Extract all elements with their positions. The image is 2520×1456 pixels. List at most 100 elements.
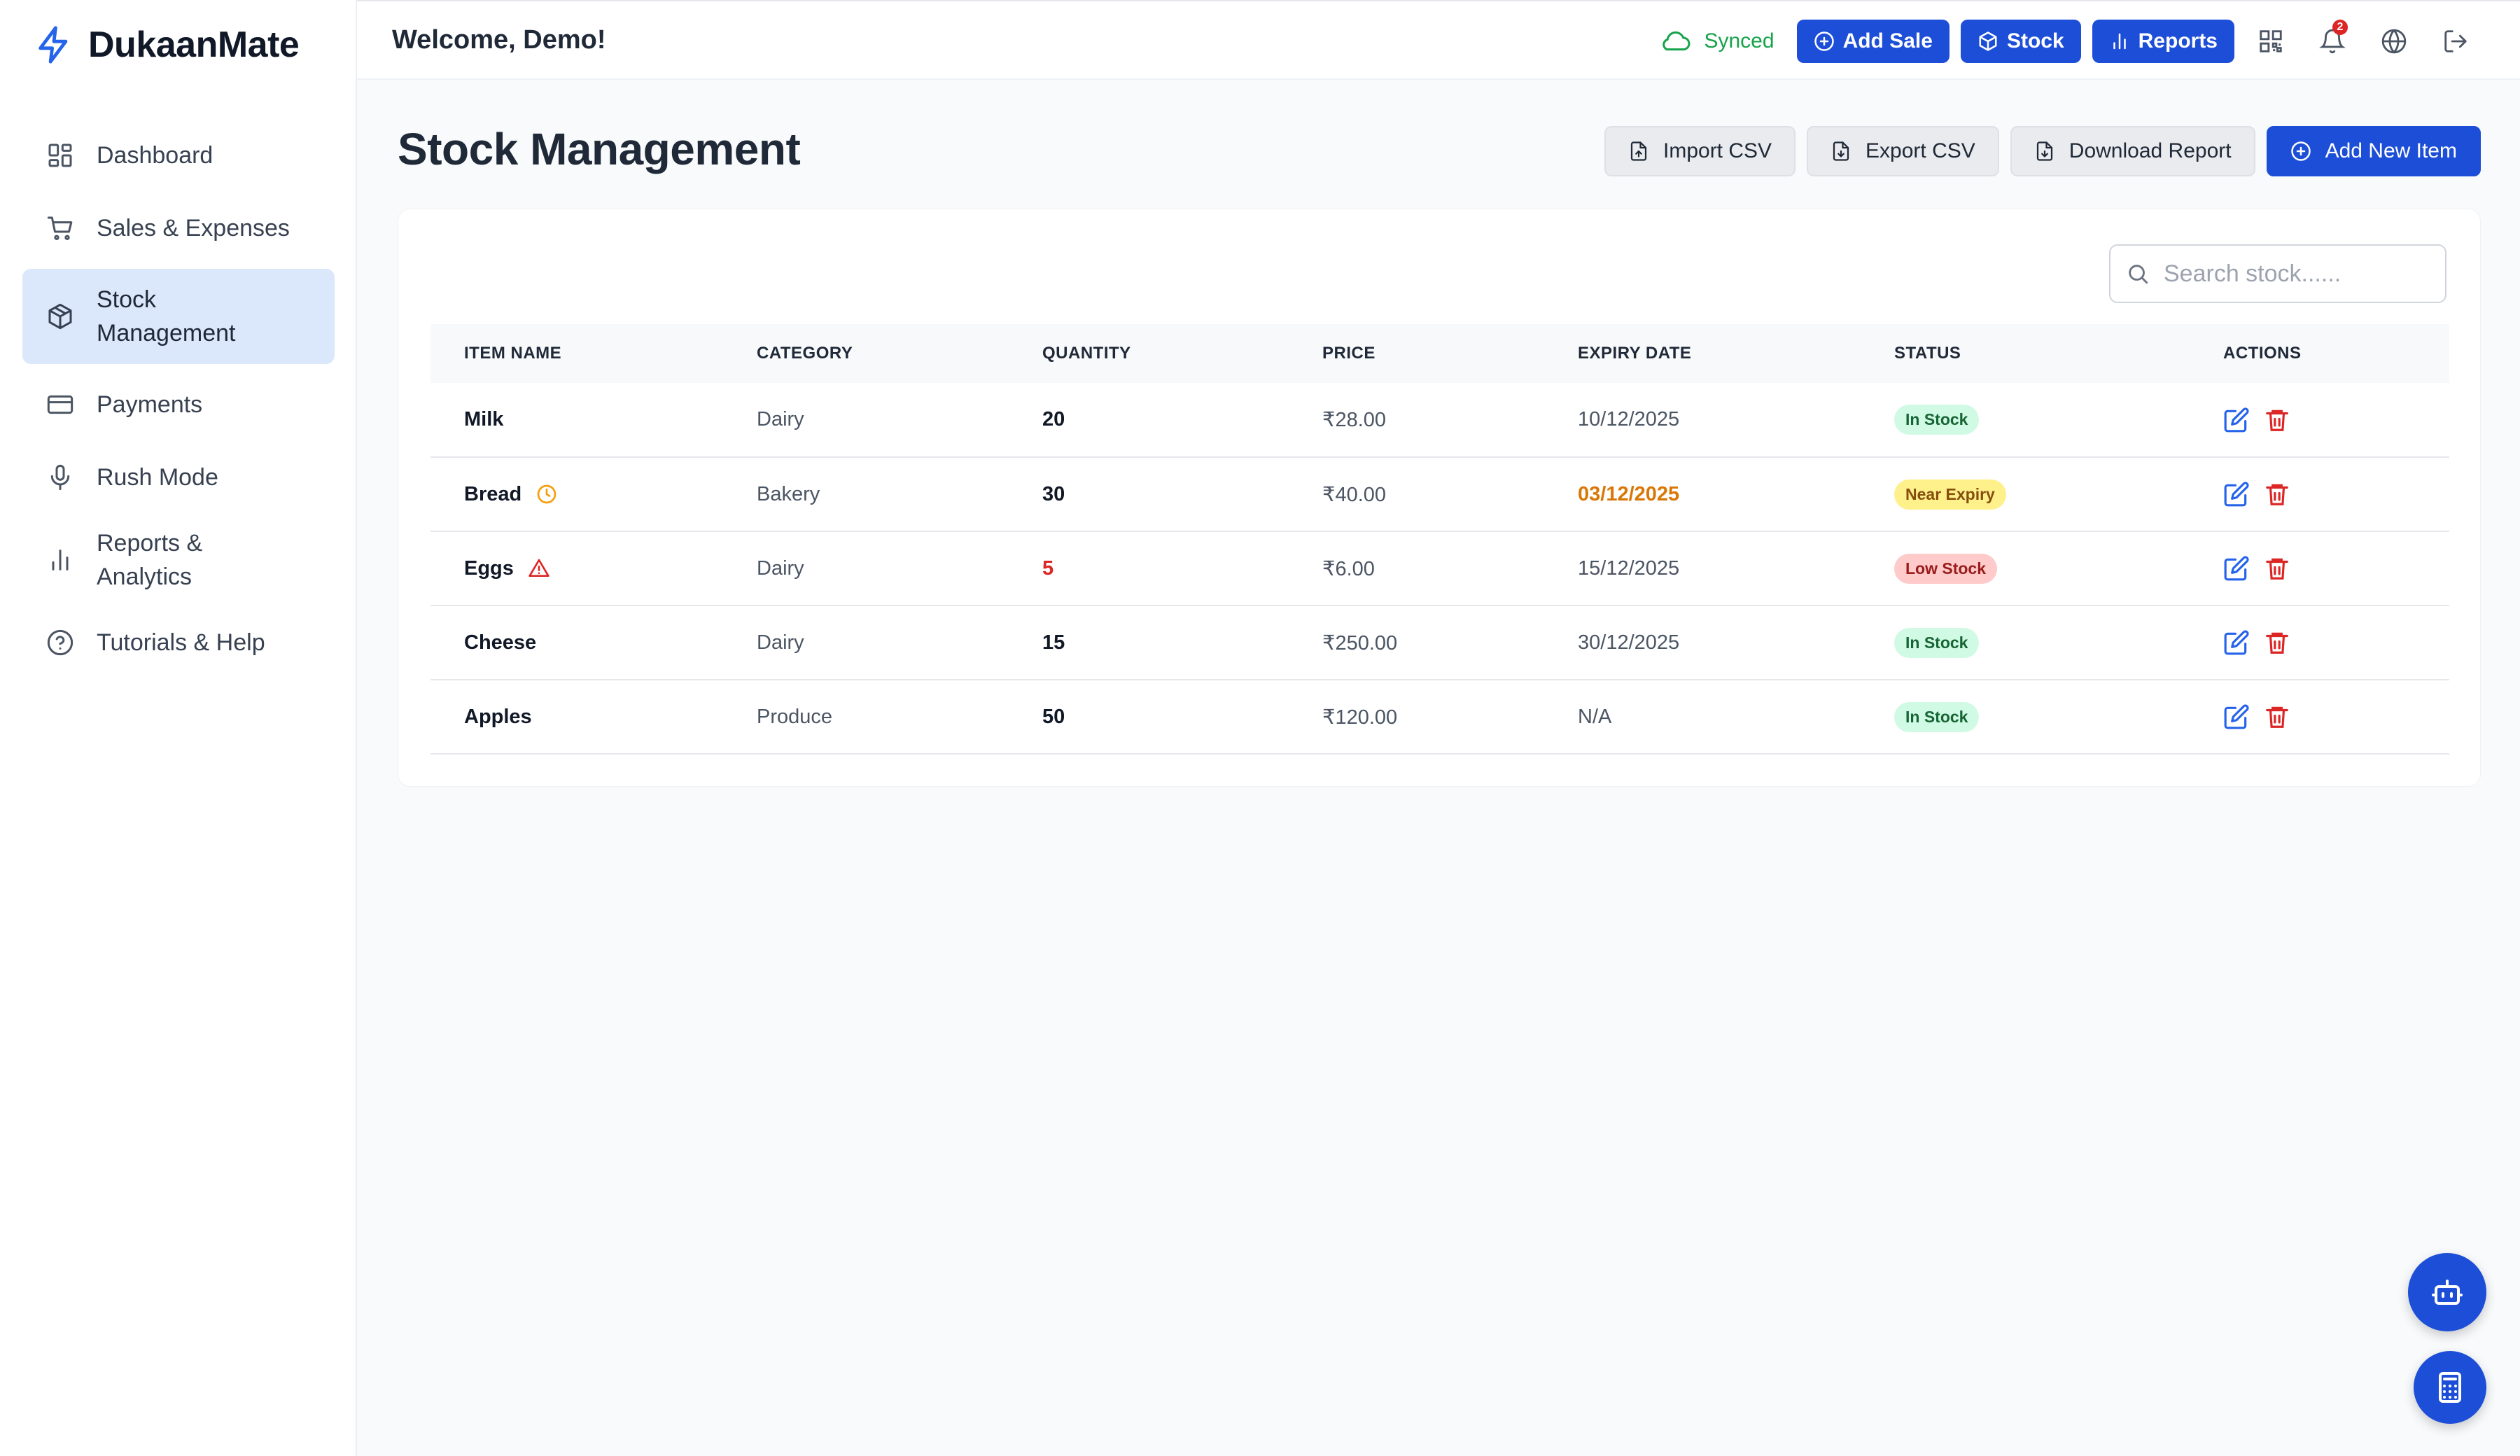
brand-logo[interactable]: DukaanMate: [34, 24, 300, 66]
item-quantity: 30: [1042, 482, 1065, 505]
status-badge: Near Expiry: [1894, 479, 2006, 510]
trash-icon[interactable]: [2264, 704, 2290, 730]
page-title: Stock Management: [398, 124, 801, 174]
globe-icon: [2381, 29, 2407, 54]
assistant-bot-button[interactable]: [2408, 1253, 2486, 1331]
add-sale-label: Add Sale: [1842, 29, 1933, 52]
language-button[interactable]: [2369, 20, 2419, 63]
sidebar-item-reports-analytics[interactable]: Reports & Analytics: [22, 518, 335, 602]
sidebar-item-tutorials-help[interactable]: Tutorials & Help: [22, 610, 335, 675]
header-actions: Synced Add Sale Stock Reports 2: [1658, 20, 2481, 63]
sidebar-item-label: Reports & Analytics: [97, 530, 203, 590]
sidebar-item-dashboard[interactable]: Dashboard: [22, 123, 335, 188]
plus-circle-icon: [2290, 141, 2311, 161]
column-header-quantity[interactable]: QUANTITY: [1042, 344, 1131, 363]
sidebar-item-rush-mode[interactable]: Rush Mode: [22, 445, 335, 510]
item-price: ₹250.00: [1322, 631, 1398, 654]
stock-table: ITEM NAME CATEGORY QUANTITY PRICE EXPIRY…: [430, 324, 2449, 755]
actions-cell: [2190, 383, 2449, 457]
item-expiry: 15/12/2025: [1578, 556, 1680, 580]
status-cell: In Stock: [1861, 680, 2190, 754]
item-quantity: 15: [1042, 631, 1065, 654]
item-price: ₹28.00: [1322, 409, 1387, 431]
sidebar-item-label: Payments: [97, 391, 203, 418]
stock-table-card: ITEM NAME CATEGORY QUANTITY PRICE EXPIRY…: [398, 209, 2481, 787]
edit-icon[interactable]: [2223, 629, 2250, 656]
item-category: Bakery: [757, 482, 820, 505]
logout-button[interactable]: [2430, 20, 2481, 63]
item-category: Dairy: [757, 408, 804, 430]
item-expiry: N/A: [1578, 705, 1612, 728]
stock-button[interactable]: Stock: [1960, 20, 2081, 63]
sidebar-item-payments[interactable]: Payments: [22, 372, 335, 437]
item-category: Dairy: [757, 556, 804, 580]
welcome-text: Welcome, Demo!: [392, 25, 606, 55]
clock-icon: [537, 484, 556, 504]
bar-chart-icon: [2113, 33, 2126, 50]
card-icon: [47, 395, 74, 414]
column-header-category[interactable]: CATEGORY: [757, 344, 853, 363]
sidebar-item-label: Rush Mode: [97, 463, 218, 491]
item-expiry: 10/12/2025: [1578, 408, 1680, 430]
box-icon: [1979, 31, 1997, 51]
trash-icon[interactable]: [2264, 629, 2290, 656]
add-new-item-button[interactable]: Add New Item: [2266, 126, 2481, 176]
sidebar-item-label: Sales & Expenses: [97, 214, 290, 241]
status-cell: Near Expiry: [1861, 457, 2190, 531]
item-quantity: 20: [1042, 408, 1065, 430]
status-cell: Low Stock: [1861, 531, 2190, 606]
cloud-icon: [1662, 31, 1690, 51]
sidebar-nav: Dashboard Sales & Expenses Stock Managem…: [22, 123, 335, 683]
file-download-icon: [1833, 141, 1849, 161]
item-name-cell: Eggs: [430, 531, 723, 606]
column-header-expiry-date[interactable]: EXPIRY DATE: [1578, 344, 1692, 363]
status-badge: In Stock: [1894, 405, 1980, 435]
item-name: Milk: [464, 408, 504, 430]
sidebar-item-sales-expenses[interactable]: Sales & Expenses: [22, 196, 335, 260]
item-quantity: 5: [1042, 556, 1054, 580]
warning-icon: [528, 559, 550, 577]
column-header-item-name[interactable]: ITEM NAME: [464, 344, 562, 363]
notifications-button[interactable]: 2: [2307, 20, 2358, 63]
lightning-icon: [38, 26, 68, 64]
column-header-price[interactable]: PRICE: [1322, 344, 1376, 363]
help-icon: [47, 629, 74, 656]
calculator-button[interactable]: [2414, 1351, 2486, 1424]
sidebar-item-label: Stock Management: [97, 286, 236, 346]
download-report-button[interactable]: Download Report: [2010, 126, 2255, 176]
dashboard-icon: [48, 144, 72, 167]
trash-icon[interactable]: [2264, 481, 2290, 507]
trash-icon[interactable]: [2264, 407, 2290, 433]
actions-cell: [2190, 531, 2449, 606]
search-input[interactable]: [2164, 260, 2430, 288]
edit-icon[interactable]: [2223, 555, 2250, 582]
column-header-actions: ACTIONS: [2223, 344, 2302, 363]
edit-icon[interactable]: [2223, 407, 2250, 433]
trash-icon[interactable]: [2264, 555, 2290, 582]
column-header-status[interactable]: STATUS: [1894, 344, 1961, 363]
sidebar: DukaanMate Dashboard Sales & Expenses St…: [0, 0, 357, 1456]
box-icon: [48, 303, 72, 330]
download-report-label: Download Report: [2068, 139, 2232, 162]
edit-icon[interactable]: [2223, 481, 2250, 507]
item-expiry: 30/12/2025: [1578, 631, 1680, 654]
status-cell: In Stock: [1861, 606, 2190, 680]
actions-cell: [2190, 680, 2449, 754]
search-box[interactable]: [2109, 244, 2446, 303]
item-quantity: 50: [1042, 705, 1065, 728]
reports-button[interactable]: Reports: [2092, 20, 2234, 63]
item-name: Cheese: [464, 631, 537, 654]
sidebar-item-label: Tutorials & Help: [97, 629, 265, 656]
sync-status-label: Synced: [1704, 29, 1774, 52]
qr-code-button[interactable]: [2246, 20, 2296, 63]
export-csv-label: Export CSV: [1865, 139, 1975, 162]
item-category: Produce: [757, 705, 833, 728]
item-price: ₹6.00: [1322, 557, 1375, 580]
edit-icon[interactable]: [2223, 704, 2250, 730]
bell-icon: [2319, 29, 2346, 54]
export-csv-button[interactable]: Export CSV: [1807, 126, 1999, 176]
import-csv-button[interactable]: Import CSV: [1604, 126, 1796, 176]
add-sale-button[interactable]: Add Sale: [1796, 20, 1949, 63]
add-new-item-label: Add New Item: [2325, 139, 2457, 162]
sidebar-item-stock-management[interactable]: Stock Management: [22, 269, 335, 364]
